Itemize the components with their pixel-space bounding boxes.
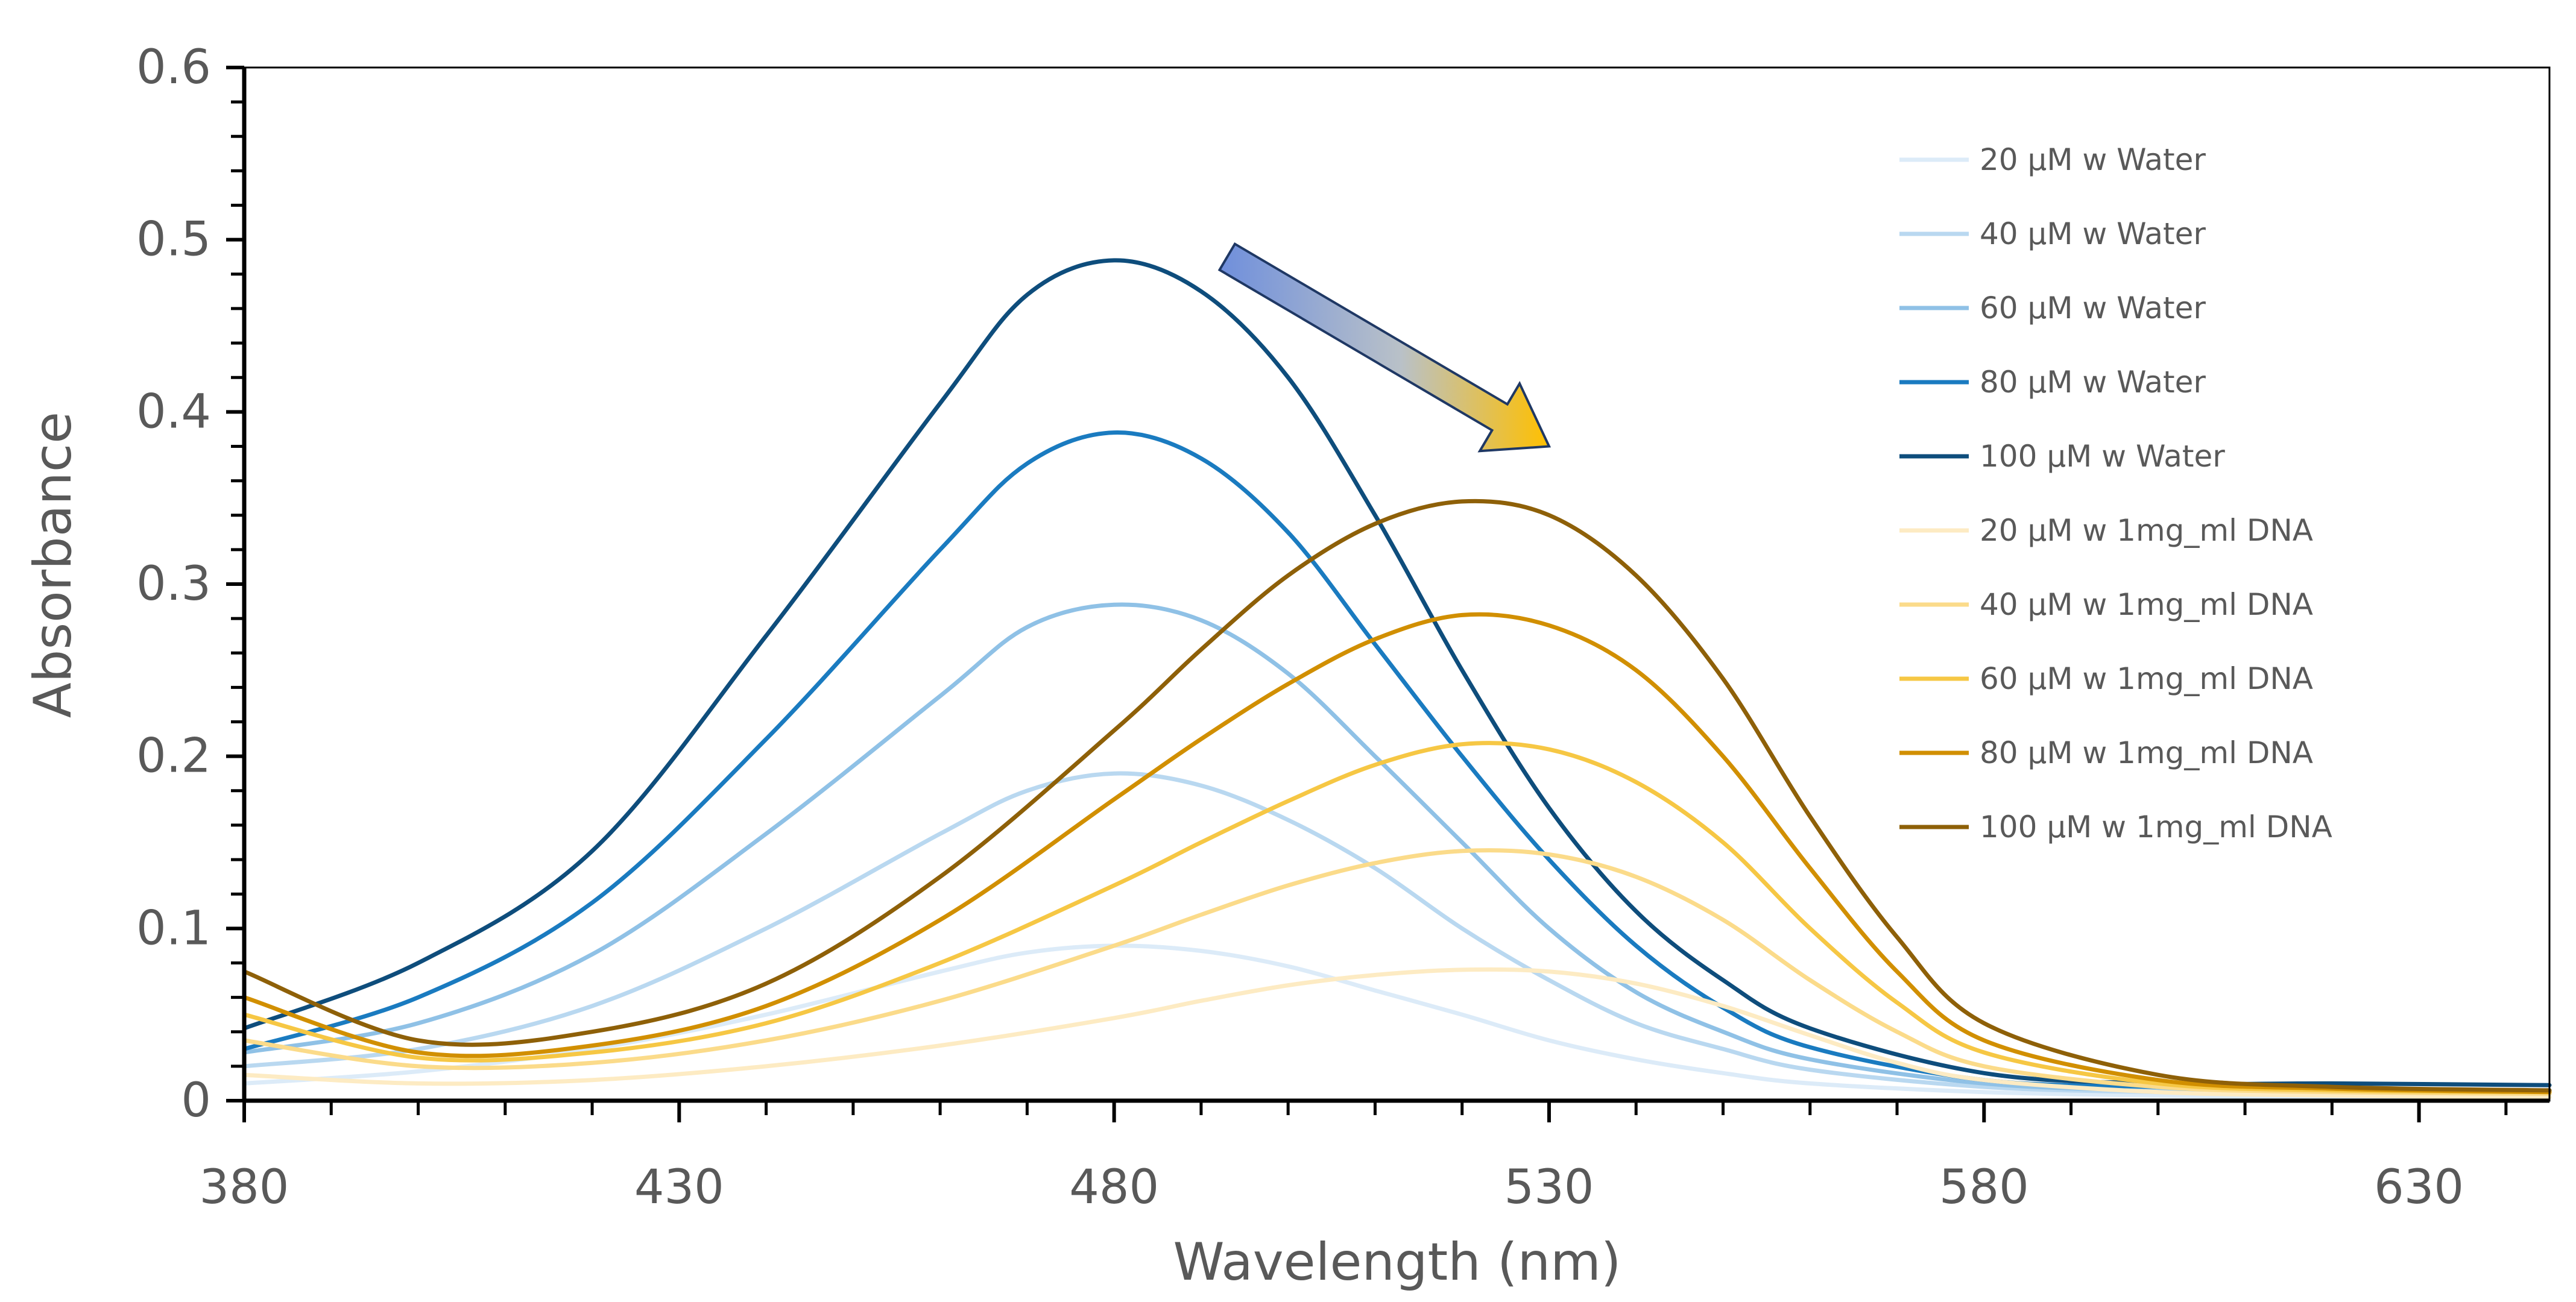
legend-label-6: 20 µM w 1mg_ml DNA — [1980, 513, 2313, 548]
y-tick-label: 0.2 — [136, 729, 211, 784]
x-tick-label: 380 — [200, 1160, 289, 1215]
legend-label-10: 100 µM w 1mg_ml DNA — [1980, 810, 2332, 844]
legend-label-1: 20 µM w Water — [1980, 142, 2206, 177]
y-tick-label: 0.4 — [136, 385, 211, 439]
x-tick-label: 430 — [634, 1160, 724, 1215]
legend-label-2: 40 µM w Water — [1980, 216, 2206, 251]
y-tick-label: 0.1 — [136, 901, 211, 955]
legend-label-8: 60 µM w 1mg_ml DNA — [1980, 661, 2313, 696]
series-line-6 — [242, 967, 2552, 1099]
series-layer — [242, 258, 2552, 1100]
legend-label-4: 80 µM w Water — [1980, 365, 2206, 400]
y-tick-label: 0.3 — [136, 557, 211, 611]
x-tick-label: 580 — [1939, 1160, 2029, 1215]
y-tick-label: 0.5 — [136, 213, 211, 267]
x-axis-title: Wavelength (nm) — [1173, 1232, 1621, 1292]
y-tick-label: 0.6 — [136, 40, 211, 95]
shift-arrow — [1217, 242, 1552, 453]
x-tick-label: 530 — [1504, 1160, 1594, 1215]
legend-label-9: 80 µM w 1mg_ml DNA — [1980, 735, 2313, 770]
legend-label-7: 40 µM w 1mg_ml DNA — [1980, 587, 2313, 622]
series-line-2 — [242, 771, 2552, 1096]
series-line-5 — [242, 258, 2552, 1087]
series-line-1 — [242, 943, 2552, 1100]
axes-layer: 0 0.1 0.2 0.3 0.4 0.5 0.6 380 430 480 530 580 630 — [136, 40, 2551, 1215]
annotation-layer — [1217, 242, 1552, 453]
y-axis-title: Absorbance — [23, 412, 83, 718]
legend: 20 µM w Water 40 µM w Water 60 µM w Water 8… — [1899, 142, 2332, 844]
legend-label-3: 60 µM w Water — [1980, 291, 2206, 326]
x-tick-label: 480 — [1069, 1160, 1159, 1215]
series-line-9 — [242, 612, 2552, 1095]
series-line-7 — [242, 848, 2552, 1096]
x-tick-label: 630 — [2374, 1160, 2464, 1215]
series-line-3 — [242, 602, 2552, 1095]
y-tick-label: 0 — [181, 1074, 211, 1128]
series-line-10 — [242, 498, 2552, 1093]
series-line-8 — [242, 741, 2552, 1095]
legend-label-5: 100 µM w Water — [1980, 439, 2225, 474]
